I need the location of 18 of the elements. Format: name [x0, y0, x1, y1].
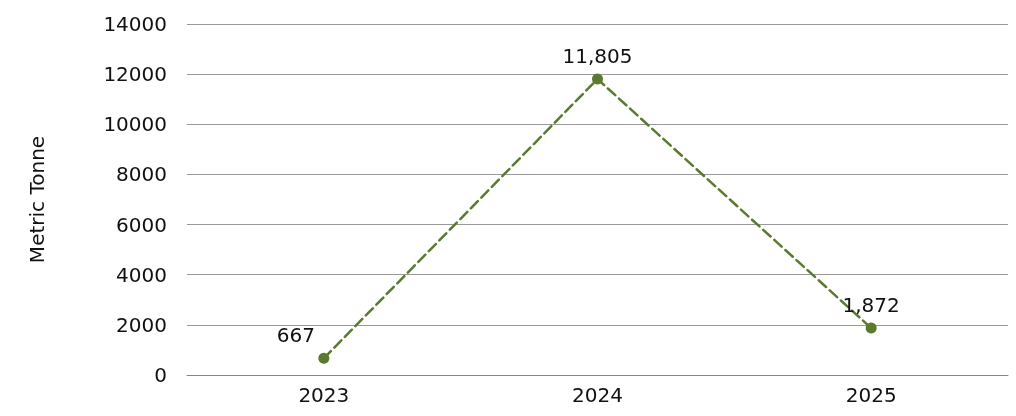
x-tick-label: 2024 — [572, 383, 623, 407]
point — [865, 322, 877, 334]
point — [318, 352, 330, 364]
y-tick-label: 4000 — [116, 262, 167, 287]
x-tick-label: 2025 — [845, 383, 897, 407]
data-label: 667 — [276, 322, 315, 347]
data-label: 11,805 — [562, 43, 633, 68]
y-tick-label: 0 — [154, 363, 167, 387]
y-tick-label: 10000 — [103, 112, 167, 137]
x-tick-label: 2023 — [298, 383, 350, 407]
point — [592, 73, 603, 85]
y-tick-label: 2000 — [116, 312, 167, 337]
y-tick-label: 14000 — [103, 12, 167, 36]
y-tick-label: 6000 — [116, 212, 167, 237]
y-tick-label: 8000 — [116, 162, 167, 187]
data-label: 1,872 — [842, 292, 900, 317]
y-tick-label: 12000 — [103, 62, 167, 87]
y-axis-title: Metric Tonne — [25, 135, 49, 264]
